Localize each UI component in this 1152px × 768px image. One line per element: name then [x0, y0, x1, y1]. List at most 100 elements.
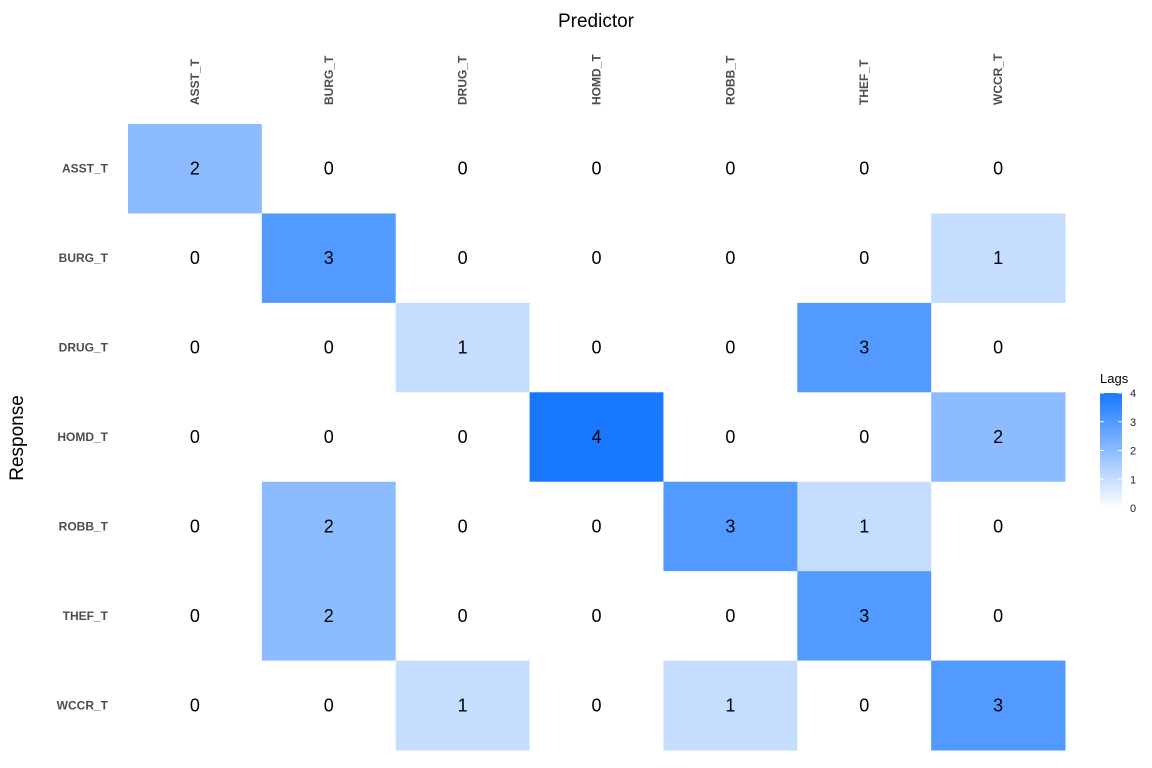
heatmap-cell — [663, 481, 798, 572]
y-axis-title: Response — [7, 395, 28, 481]
heatmap-cell — [529, 660, 664, 751]
heatmap-cell — [797, 124, 932, 214]
cell-value-label: 0 — [458, 516, 468, 536]
heatmap-cell — [395, 571, 531, 662]
x-tick-label: DRUG_T — [456, 55, 470, 105]
cell-value-label: 0 — [592, 695, 602, 715]
heatmap-cell — [395, 392, 531, 483]
cell-value-label: 3 — [993, 695, 1003, 715]
cell-value-label: 1 — [993, 248, 1003, 268]
legend-tick-label: 1 — [1130, 474, 1136, 486]
heatmap-cell — [261, 392, 397, 483]
x-tick-labels: ASST_T BURG_T DRUG_T HOMD_T ROBB_T THEF_T WCCR… — [188, 53, 1005, 105]
heatmap-cell — [931, 213, 1066, 304]
heatmap-cell — [797, 481, 932, 572]
cell-value-label: 0 — [725, 248, 735, 268]
legend-tick-label: 3 — [1130, 417, 1136, 429]
heatmap-cell — [128, 571, 263, 662]
heatmap-cell — [797, 660, 932, 751]
cell-value-label: 1 — [458, 695, 468, 715]
cell-value-label: 2 — [324, 516, 334, 536]
cell-value-label: 0 — [190, 338, 200, 358]
cell-value-label: 0 — [859, 695, 869, 715]
heatmap-cell — [261, 213, 397, 304]
x-axis-title: Predictor — [558, 11, 635, 32]
heatmap-cell — [261, 481, 397, 572]
cell-value-label: 4 — [592, 427, 602, 447]
heatmap-cell — [797, 571, 932, 662]
cell-value-label: 0 — [190, 248, 200, 268]
cell-value-label: 2 — [324, 606, 334, 626]
cell-value-label: 1 — [725, 695, 735, 715]
cell-value-label: 0 — [190, 516, 200, 536]
cell-value-label: 0 — [859, 427, 869, 447]
heatmap-cell — [395, 302, 531, 393]
heatmap-cell — [128, 124, 263, 214]
heatmap-cell — [663, 392, 798, 483]
cell-value-label: 0 — [725, 606, 735, 626]
cell-value-label: 0 — [592, 606, 602, 626]
cell-value-label: 2 — [993, 427, 1003, 447]
cell-value-label: 0 — [190, 606, 200, 626]
cell-value-label: 0 — [993, 159, 1003, 179]
cell-value-label: 0 — [993, 606, 1003, 626]
heatmap-cell — [931, 392, 1066, 483]
heatmap-cell — [529, 213, 664, 304]
cell-value-label: 2 — [190, 159, 200, 179]
cell-value-label: 0 — [458, 159, 468, 179]
heatmap-cell — [931, 660, 1066, 751]
legend-ticks: 0 1 2 3 4 — [1100, 388, 1136, 515]
cell-value-label: 0 — [324, 427, 334, 447]
cell-value-label: 1 — [458, 338, 468, 358]
y-tick-labels: ASST_T BURG_T DRUG_T HOMD_T ROBB_T THEF_T WCCR… — [57, 162, 109, 713]
cell-value-label: 0 — [592, 516, 602, 536]
heatmap-cells — [128, 124, 1066, 751]
cell-value-label: 0 — [324, 159, 334, 179]
cell-value-label: 3 — [324, 248, 334, 268]
y-tick-label: HOMD_T — [57, 430, 108, 444]
heatmap-cell-labels: 2 0 0 0 0 0 0 0 3 0 0 0 0 1 0 0 1 0 0 3 0 0 0 0 4 0 0 2 0 2 0 0 3 1 0 0 2 0 0 0… — [190, 159, 1003, 716]
cell-value-label: 3 — [725, 516, 735, 536]
cell-value-label: 0 — [993, 516, 1003, 536]
cell-value-label: 0 — [859, 248, 869, 268]
cell-value-label: 0 — [190, 427, 200, 447]
heatmap-cell — [128, 660, 263, 751]
heatmap-cell — [395, 213, 531, 304]
heatmap-cell — [931, 302, 1066, 393]
heatmap-cell — [128, 302, 263, 393]
heatmap-cell — [931, 481, 1066, 572]
y-tick-label: DRUG_T — [59, 341, 109, 355]
y-tick-label: BURG_T — [59, 251, 109, 265]
y-tick-label: ASST_T — [62, 162, 109, 176]
cell-value-label: 0 — [725, 159, 735, 179]
heatmap-cell — [797, 213, 932, 304]
heatmap-cell — [395, 660, 531, 751]
cell-value-label: 0 — [324, 695, 334, 715]
heatmap-cell — [261, 124, 397, 214]
heatmap-cell — [529, 481, 664, 572]
cell-value-label: 1 — [859, 516, 869, 536]
heatmap-cell — [529, 302, 664, 393]
heatmap-cell — [395, 481, 531, 572]
legend-tick-label: 2 — [1130, 446, 1136, 458]
heatmap-cell — [395, 124, 531, 214]
heatmap-cell — [797, 392, 932, 483]
cell-value-label: 0 — [859, 159, 869, 179]
heatmap-cell — [128, 392, 263, 483]
x-tick-label: BURG_T — [322, 55, 336, 105]
cell-value-label: 0 — [725, 338, 735, 358]
heatmap-cell — [261, 302, 397, 393]
cell-value-label: 0 — [458, 606, 468, 626]
heatmap-cell — [931, 571, 1066, 662]
cell-value-label: 0 — [190, 695, 200, 715]
heatmap-cell — [663, 124, 798, 214]
heatmap-cell — [663, 571, 798, 662]
x-tick-label: ROBB_T — [723, 55, 737, 105]
heatmap-cell — [663, 660, 798, 751]
legend: Lags 0 1 2 3 4 — [1100, 371, 1136, 515]
cell-value-label: 0 — [324, 338, 334, 358]
x-tick-label: ASST_T — [188, 58, 202, 105]
x-tick-label: HOMD_T — [590, 54, 604, 105]
y-tick-label: ROBB_T — [59, 519, 109, 533]
